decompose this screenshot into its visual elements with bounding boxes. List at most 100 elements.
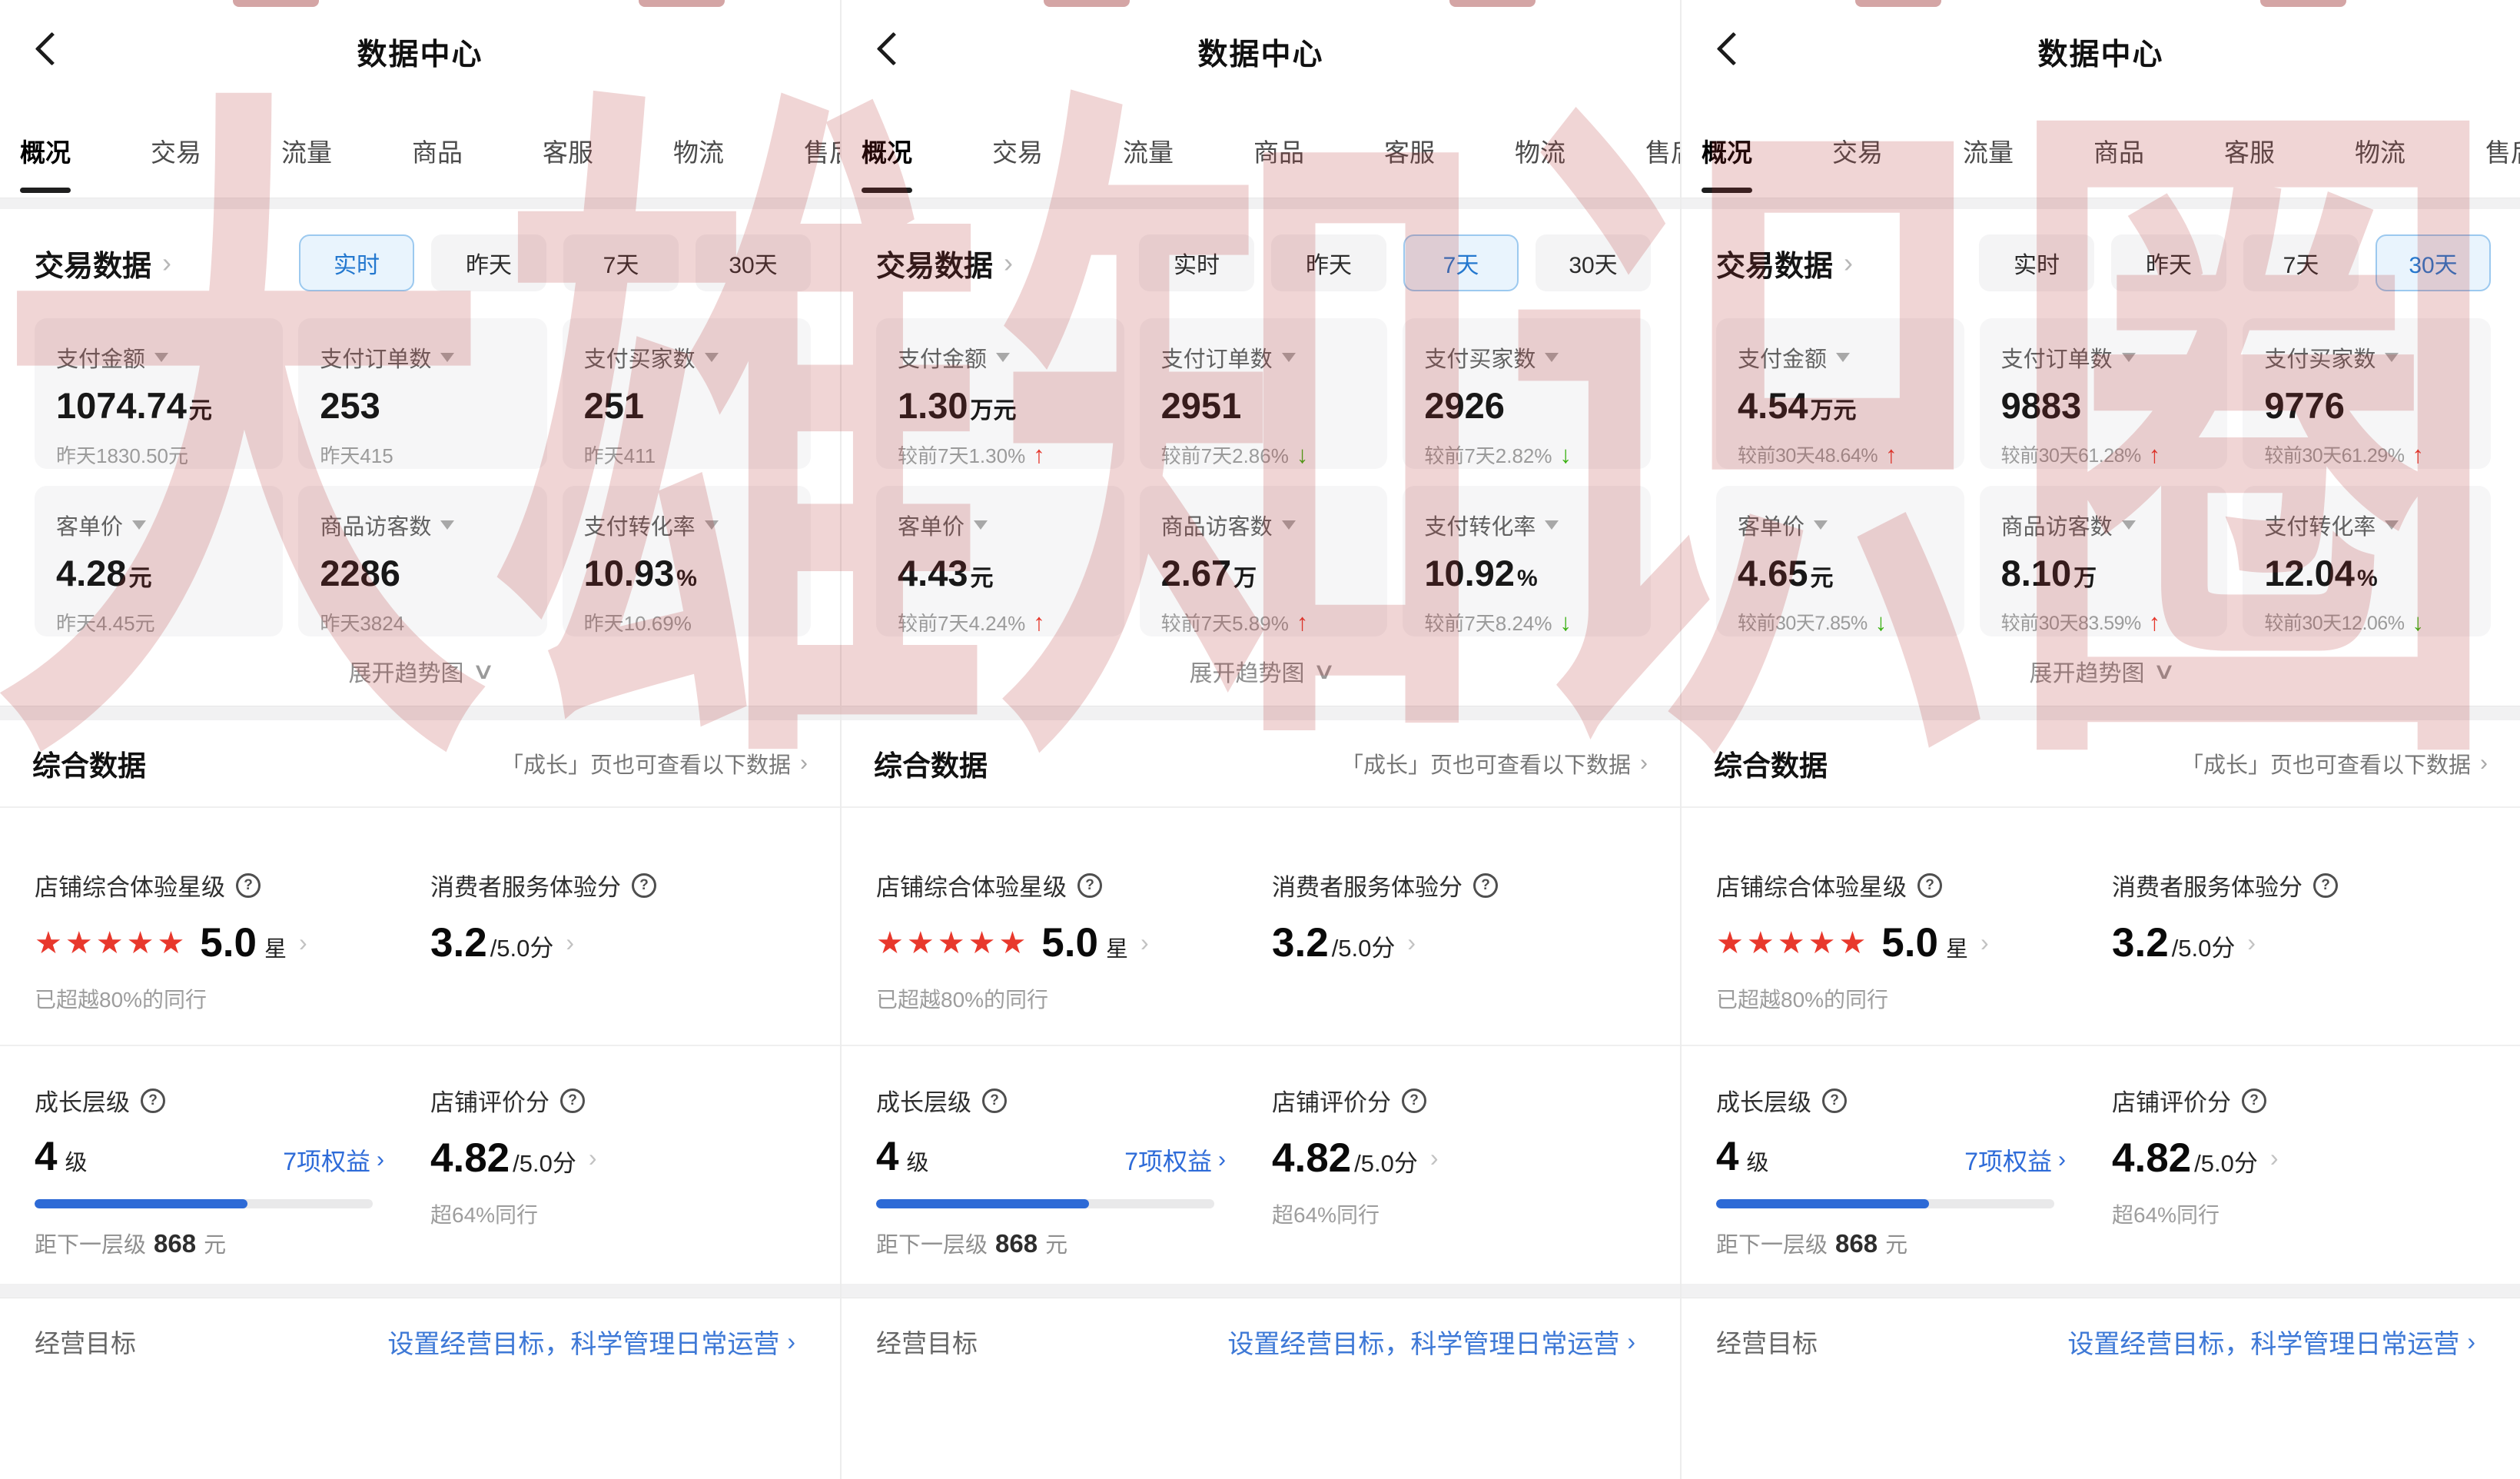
tab-logistics[interactable]: 物流 [2355, 138, 2405, 167]
filter-30d[interactable]: 30天 [1536, 234, 1651, 291]
help-icon[interactable]: ? [1917, 872, 1942, 898]
metric-card-product-visitors[interactable]: 商品访客数 8.10 万 较前30天83.59% ↑ [1979, 486, 2228, 636]
help-icon[interactable]: ? [1402, 1088, 1426, 1113]
caret-down-icon[interactable] [1814, 520, 1828, 530]
tab-traffic[interactable]: 流量 [281, 138, 332, 167]
metric-card-avg-order-value[interactable]: 客单价 4.28 元 昨天4.45元 [35, 486, 284, 636]
help-icon[interactable]: ? [982, 1088, 1007, 1113]
metric-card-product-visitors[interactable]: 商品访客数 2286 昨天3824 [298, 486, 547, 636]
tab-service[interactable]: 客服 [543, 138, 593, 167]
caret-down-icon[interactable] [2385, 353, 2399, 362]
metric-card-product-visitors[interactable]: 商品访客数 2.67 万 较前7天5.89% ↑ [1139, 486, 1388, 636]
metric-card-pay-amount[interactable]: 支付金额 1074.74 元 昨天1830.50元 [35, 318, 284, 469]
caret-down-icon[interactable] [1836, 353, 1851, 362]
help-icon[interactable]: ? [1473, 872, 1498, 898]
caret-down-icon[interactable] [440, 520, 455, 530]
filter-realtime[interactable]: 实时 [1979, 234, 2094, 291]
filter-7d[interactable]: 7天 [563, 234, 679, 291]
caret-down-icon[interactable] [2121, 353, 2136, 362]
set-goal-link[interactable]: 设置经营目标，科学管理日常运营 › [1227, 1328, 1635, 1359]
tab-logistics[interactable]: 物流 [1515, 138, 1565, 167]
help-icon[interactable]: ? [560, 1088, 585, 1113]
help-icon[interactable]: ? [1077, 872, 1102, 898]
caret-down-icon[interactable] [440, 353, 455, 362]
tab-service[interactable]: 客服 [1384, 138, 1435, 167]
caret-down-icon[interactable] [1545, 520, 1559, 530]
back-icon[interactable] [876, 32, 911, 66]
metric-card-pay-conversion[interactable]: 支付转化率 10.93% 昨天10.69% [562, 486, 811, 636]
metric-card-pay-conversion[interactable]: 支付转化率 10.92% 较前7天8.24% ↓ [1403, 486, 1651, 636]
caret-down-icon[interactable] [704, 520, 719, 530]
trade-data-title[interactable]: 交易数据 › [35, 247, 172, 283]
star-rating-row[interactable]: ★★★★★ 5.0 星 › [35, 920, 307, 966]
tab-overview[interactable]: 概况 [862, 104, 912, 198]
rights-link[interactable]: 7项权益 › [283, 1147, 384, 1175]
filter-realtime[interactable]: 实时 [299, 234, 414, 291]
caret-down-icon[interactable] [704, 353, 719, 362]
service-score-row[interactable]: 3.2 /5.0分 › [430, 920, 575, 966]
expand-trend-chart[interactable]: 展开趋势图 ∨ [2029, 658, 2176, 687]
rights-link[interactable]: 7项权益 › [1124, 1147, 1226, 1175]
service-score-row[interactable]: 3.2 /5.0分 › [1272, 920, 1416, 966]
tab-aftersale[interactable]: 售后 [804, 138, 840, 167]
caret-down-icon[interactable] [2121, 520, 2136, 530]
tab-trade[interactable]: 交易 [992, 138, 1043, 167]
filter-realtime[interactable]: 实时 [1139, 234, 1254, 291]
metric-card-pay-orders[interactable]: 支付订单数 9883 较前30天61.28% ↑ [1979, 318, 2228, 469]
caret-down-icon[interactable] [154, 353, 169, 362]
expand-trend-chart[interactable]: 展开趋势图 ∨ [348, 658, 495, 687]
tab-aftersale[interactable]: 售后 [2485, 138, 2520, 167]
tab-overview[interactable]: 概况 [1702, 104, 1752, 198]
help-icon[interactable]: ? [1822, 1088, 1847, 1113]
tab-aftersale[interactable]: 售后 [1645, 138, 1680, 167]
expand-trend-chart[interactable]: 展开趋势图 ∨ [1189, 658, 1336, 687]
trade-data-title[interactable]: 交易数据 › [1716, 247, 1854, 283]
filter-30d[interactable]: 30天 [2376, 234, 2491, 291]
metric-card-pay-amount[interactable]: 支付金额 1.30 万元 较前7天1.30% ↑ [876, 318, 1124, 469]
filter-yesterday[interactable]: 昨天 [431, 234, 546, 291]
back-icon[interactable] [35, 32, 69, 66]
metric-card-pay-buyers[interactable]: 支付买家数 251 昨天411 [562, 318, 811, 469]
growth-page-link[interactable]: 「成长」页也可查看以下数据 › [2180, 750, 2488, 779]
tab-trade[interactable]: 交易 [151, 138, 201, 167]
metric-card-pay-conversion[interactable]: 支付转化率 12.04% 较前30天12.06% ↓ [2243, 486, 2491, 636]
tab-product[interactable]: 商品 [1253, 138, 1304, 167]
filter-30d[interactable]: 30天 [696, 234, 811, 291]
tab-overview[interactable]: 概况 [20, 104, 71, 198]
caret-down-icon[interactable] [2385, 520, 2399, 530]
caret-down-icon[interactable] [132, 520, 147, 530]
caret-down-icon[interactable] [1281, 353, 1296, 362]
metric-card-pay-buyers[interactable]: 支付买家数 2926 较前7天2.82% ↓ [1403, 318, 1651, 469]
metric-card-pay-orders[interactable]: 支付订单数 253 昨天415 [298, 318, 547, 469]
set-goal-link[interactable]: 设置经营目标，科学管理日常运营 › [2067, 1328, 2475, 1359]
service-score-row[interactable]: 3.2 /5.0分 › [2112, 920, 2256, 966]
filter-yesterday[interactable]: 昨天 [2111, 234, 2226, 291]
metric-card-pay-buyers[interactable]: 支付买家数 9776 较前30天61.29% ↑ [2243, 318, 2491, 469]
growth-page-link[interactable]: 「成长」页也可查看以下数据 › [500, 750, 808, 779]
tab-product[interactable]: 商品 [2093, 138, 2144, 167]
tab-trade[interactable]: 交易 [1832, 138, 1883, 167]
star-rating-row[interactable]: ★★★★★ 5.0 星 › [876, 920, 1149, 966]
metric-card-avg-order-value[interactable]: 客单价 4.43 元 较前7天4.24% ↑ [876, 486, 1124, 636]
rights-link[interactable]: 7项权益 › [1964, 1147, 2066, 1175]
review-score-row[interactable]: 4.82 /5.0分 › [1272, 1135, 1439, 1181]
filter-7d[interactable]: 7天 [2243, 234, 2359, 291]
tab-traffic[interactable]: 流量 [1123, 138, 1174, 167]
help-icon[interactable]: ? [2313, 872, 2338, 898]
set-goal-link[interactable]: 设置经营目标，科学管理日常运营 › [387, 1328, 795, 1359]
tab-traffic[interactable]: 流量 [1963, 138, 2014, 167]
help-icon[interactable]: ? [236, 872, 261, 898]
growth-page-link[interactable]: 「成长」页也可查看以下数据 › [1340, 750, 1648, 779]
tab-service[interactable]: 客服 [2224, 138, 2275, 167]
help-icon[interactable]: ? [2242, 1088, 2266, 1113]
metric-card-pay-amount[interactable]: 支付金额 4.54 万元 较前30天48.64% ↑ [1716, 318, 1964, 469]
trade-data-title[interactable]: 交易数据 › [876, 247, 1014, 283]
help-icon[interactable]: ? [141, 1088, 165, 1113]
metric-card-avg-order-value[interactable]: 客单价 4.65 元 较前30天7.85% ↓ [1716, 486, 1964, 636]
back-icon[interactable] [1716, 32, 1751, 66]
metric-card-pay-orders[interactable]: 支付订单数 2951 较前7天2.86% ↓ [1139, 318, 1388, 469]
caret-down-icon[interactable] [974, 520, 988, 530]
caret-down-icon[interactable] [1545, 353, 1559, 362]
tab-logistics[interactable]: 物流 [673, 138, 724, 167]
star-rating-row[interactable]: ★★★★★ 5.0 星 › [1716, 920, 1989, 966]
